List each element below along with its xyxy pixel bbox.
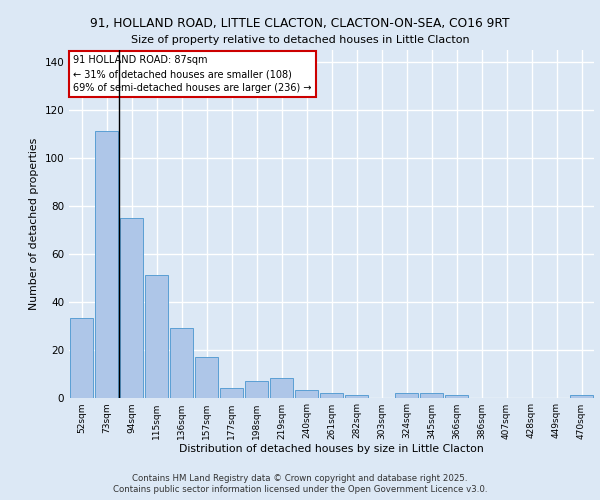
Text: Size of property relative to detached houses in Little Clacton: Size of property relative to detached ho…	[131, 35, 469, 45]
Bar	[345, 395, 368, 398]
Bar	[295, 390, 318, 398]
Bar	[245, 380, 268, 398]
Text: 91, HOLLAND ROAD, LITTLE CLACTON, CLACTON-ON-SEA, CO16 9RT: 91, HOLLAND ROAD, LITTLE CLACTON, CLACTO…	[90, 18, 510, 30]
X-axis label: Distribution of detached houses by size in Little Clacton: Distribution of detached houses by size …	[179, 444, 484, 454]
Bar	[320, 392, 343, 398]
Bar	[420, 392, 443, 398]
Bar	[120, 218, 143, 398]
Text: Contains HM Land Registry data © Crown copyright and database right 2025.
Contai: Contains HM Land Registry data © Crown c…	[113, 474, 487, 494]
Bar	[445, 395, 468, 398]
Bar	[570, 395, 593, 398]
Bar	[95, 132, 118, 398]
Bar	[70, 318, 93, 398]
Bar	[170, 328, 193, 398]
Text: 91 HOLLAND ROAD: 87sqm
← 31% of detached houses are smaller (108)
69% of semi-de: 91 HOLLAND ROAD: 87sqm ← 31% of detached…	[73, 55, 312, 93]
Bar	[270, 378, 293, 398]
Y-axis label: Number of detached properties: Number of detached properties	[29, 138, 39, 310]
Bar	[145, 276, 168, 398]
Bar	[195, 357, 218, 398]
Bar	[220, 388, 243, 398]
Bar	[395, 392, 418, 398]
